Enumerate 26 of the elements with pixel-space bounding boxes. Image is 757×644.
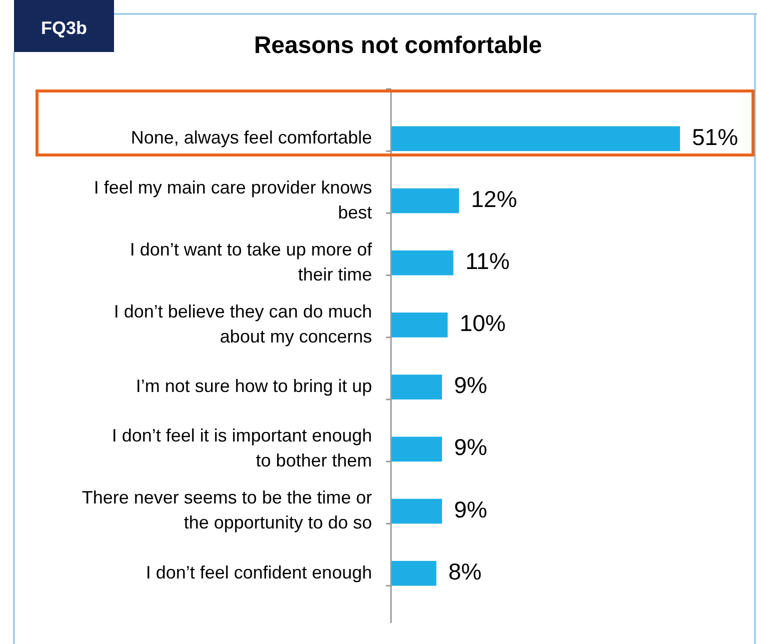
- y-tick-label: I don’t feel it is important enough to bother them: [112, 425, 372, 470]
- bar: [391, 498, 442, 524]
- bar: [391, 560, 436, 586]
- bar: [391, 312, 448, 338]
- bar: [391, 188, 459, 214]
- y-tick-label: None, always feel comfortable: [130, 127, 372, 148]
- bar: [391, 436, 442, 462]
- bar: [391, 374, 442, 400]
- y-tick-label: I don’t want to take up more of their time: [130, 239, 373, 284]
- data-label: 10%: [460, 310, 506, 336]
- data-label: 11%: [465, 248, 510, 274]
- y-tick-label: I’m not sure how to bring it up: [136, 376, 372, 396]
- data-label: 12%: [471, 186, 518, 212]
- text: FQ3b: [40, 18, 88, 38]
- data-label: 51%: [692, 124, 738, 150]
- y-tick-label: I don’t feel confident enough: [146, 562, 372, 582]
- data-label: 9%: [454, 496, 488, 522]
- bar: [391, 250, 454, 276]
- chart-title: Reasons not comfortable: [254, 32, 542, 59]
- data-label: 8%: [448, 558, 482, 584]
- bar: [391, 126, 680, 152]
- data-label: 9%: [454, 372, 488, 398]
- y-tick-label: There never seems to be the time or the opportunity to do so: [82, 487, 372, 532]
- y-tick-label: I feel my main care provider knows best: [94, 177, 372, 222]
- data-label: 9%: [454, 434, 488, 460]
- y-tick-label: I don’t believe they can do much about my concerns: [114, 301, 372, 346]
